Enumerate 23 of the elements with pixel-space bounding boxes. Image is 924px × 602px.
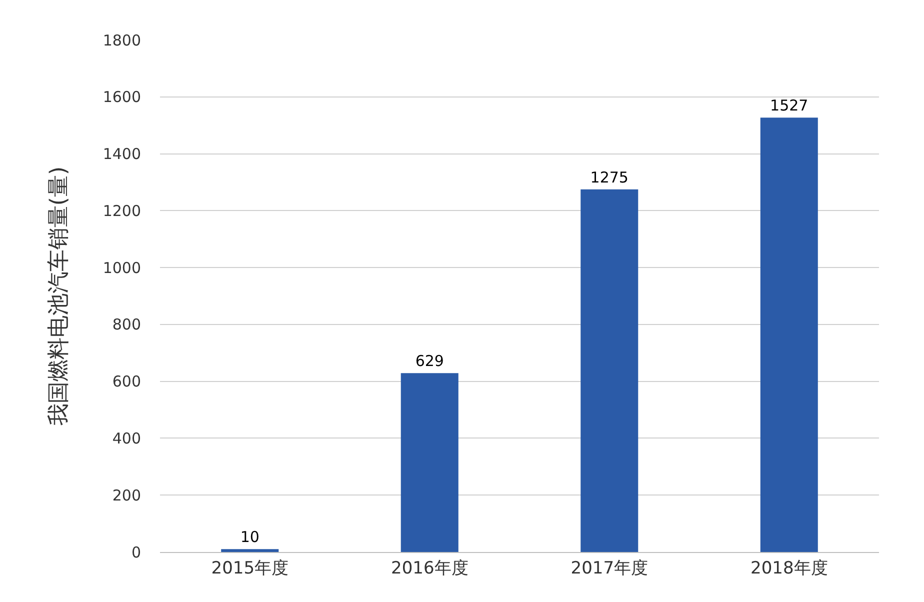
x-tick-label: 2017年度 [570,558,648,578]
bar [760,118,818,552]
bar [400,373,458,552]
y-tick-label: 0 [131,543,141,562]
data-label: 1275 [590,168,628,186]
data-label: 1527 [770,96,808,115]
x-tick-label: 2018年度 [750,558,828,578]
y-axis-title: 我国燃料电池汽车销量(量) [46,166,72,426]
y-tick-label: 1600 [102,88,141,106]
x-tick-label: 2015年度 [211,558,289,578]
y-tick-label: 800 [112,316,141,334]
y-tick-label: 600 [112,372,141,391]
y-tick-label: 1800 [102,31,141,50]
bar [221,549,279,552]
bar [580,189,638,552]
y-tick-label: 1200 [102,202,141,220]
data-label: 629 [415,352,444,370]
x-tick-label: 2016年度 [390,558,468,578]
y-tick-label: 200 [112,486,141,504]
y-tick-label: 1000 [102,258,141,277]
y-tick-label: 1400 [102,145,141,164]
data-label: 10 [240,528,260,546]
y-tick-label: 400 [112,429,141,448]
